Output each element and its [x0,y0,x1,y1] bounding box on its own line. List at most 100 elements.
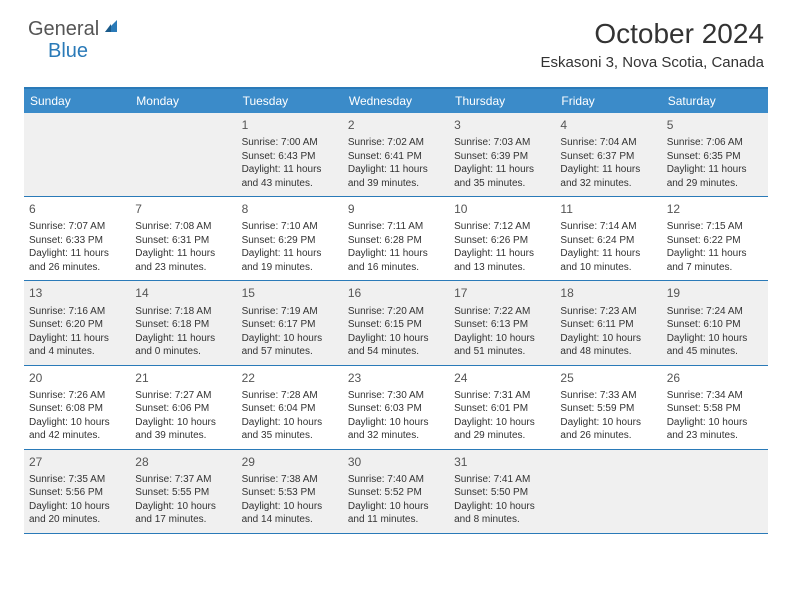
sunset-text: Sunset: 6:06 PM [135,402,231,416]
daylight-text: Daylight: 11 hours and 43 minutes. [242,163,338,190]
day-cell: 10Sunrise: 7:12 AMSunset: 6:26 PMDayligh… [449,197,555,280]
sunset-text: Sunset: 6:33 PM [29,234,125,248]
sunset-text: Sunset: 6:26 PM [454,234,550,248]
sunrise-text: Sunrise: 7:34 AM [667,389,763,403]
sunrise-text: Sunrise: 7:04 AM [560,136,656,150]
day-number: 21 [135,370,231,386]
weekday-header-row: Sunday Monday Tuesday Wednesday Thursday… [24,89,768,113]
sunset-text: Sunset: 5:59 PM [560,402,656,416]
day-number: 30 [348,454,444,470]
daylight-text: Daylight: 11 hours and 10 minutes. [560,247,656,274]
day-cell [555,450,661,533]
day-cell: 29Sunrise: 7:38 AMSunset: 5:53 PMDayligh… [237,450,343,533]
sunrise-text: Sunrise: 7:18 AM [135,305,231,319]
day-cell: 16Sunrise: 7:20 AMSunset: 6:15 PMDayligh… [343,281,449,364]
day-number: 26 [667,370,763,386]
daylight-text: Daylight: 10 hours and 29 minutes. [454,416,550,443]
weekday-header: Sunday [24,89,130,113]
daylight-text: Daylight: 10 hours and 54 minutes. [348,332,444,359]
day-number: 19 [667,285,763,301]
day-number: 24 [454,370,550,386]
sunrise-text: Sunrise: 7:03 AM [454,136,550,150]
daylight-text: Daylight: 11 hours and 4 minutes. [29,332,125,359]
sunset-text: Sunset: 6:28 PM [348,234,444,248]
week-row: 6Sunrise: 7:07 AMSunset: 6:33 PMDaylight… [24,197,768,281]
day-number: 12 [667,201,763,217]
sunset-text: Sunset: 6:41 PM [348,150,444,164]
day-cell: 24Sunrise: 7:31 AMSunset: 6:01 PMDayligh… [449,366,555,449]
sunset-text: Sunset: 6:39 PM [454,150,550,164]
sunrise-text: Sunrise: 7:23 AM [560,305,656,319]
sunset-text: Sunset: 5:50 PM [454,486,550,500]
day-cell: 7Sunrise: 7:08 AMSunset: 6:31 PMDaylight… [130,197,236,280]
day-cell: 17Sunrise: 7:22 AMSunset: 6:13 PMDayligh… [449,281,555,364]
daylight-text: Daylight: 10 hours and 35 minutes. [242,416,338,443]
weeks-container: 1Sunrise: 7:00 AMSunset: 6:43 PMDaylight… [24,113,768,534]
weekday-header: Tuesday [237,89,343,113]
sunrise-text: Sunrise: 7:28 AM [242,389,338,403]
day-cell: 18Sunrise: 7:23 AMSunset: 6:11 PMDayligh… [555,281,661,364]
sunrise-text: Sunrise: 7:19 AM [242,305,338,319]
day-cell [24,113,130,196]
sunset-text: Sunset: 5:55 PM [135,486,231,500]
day-cell: 13Sunrise: 7:16 AMSunset: 6:20 PMDayligh… [24,281,130,364]
sunset-text: Sunset: 6:37 PM [560,150,656,164]
day-cell: 1Sunrise: 7:00 AMSunset: 6:43 PMDaylight… [237,113,343,196]
sunrise-text: Sunrise: 7:35 AM [29,473,125,487]
day-cell: 23Sunrise: 7:30 AMSunset: 6:03 PMDayligh… [343,366,449,449]
sunrise-text: Sunrise: 7:37 AM [135,473,231,487]
day-cell: 11Sunrise: 7:14 AMSunset: 6:24 PMDayligh… [555,197,661,280]
day-cell: 26Sunrise: 7:34 AMSunset: 5:58 PMDayligh… [662,366,768,449]
day-number: 31 [454,454,550,470]
daylight-text: Daylight: 10 hours and 32 minutes. [348,416,444,443]
day-number: 4 [560,117,656,133]
daylight-text: Daylight: 11 hours and 16 minutes. [348,247,444,274]
day-number: 22 [242,370,338,386]
daylight-text: Daylight: 11 hours and 26 minutes. [29,247,125,274]
daylight-text: Daylight: 10 hours and 51 minutes. [454,332,550,359]
daylight-text: Daylight: 11 hours and 35 minutes. [454,163,550,190]
day-number: 13 [29,285,125,301]
day-cell: 15Sunrise: 7:19 AMSunset: 6:17 PMDayligh… [237,281,343,364]
title-block: October 2024 Eskasoni 3, Nova Scotia, Ca… [541,18,764,71]
sunrise-text: Sunrise: 7:02 AM [348,136,444,150]
daylight-text: Daylight: 11 hours and 19 minutes. [242,247,338,274]
daylight-text: Daylight: 10 hours and 14 minutes. [242,500,338,527]
sunset-text: Sunset: 6:35 PM [667,150,763,164]
daylight-text: Daylight: 10 hours and 39 minutes. [135,416,231,443]
day-cell: 30Sunrise: 7:40 AMSunset: 5:52 PMDayligh… [343,450,449,533]
weekday-header: Friday [555,89,661,113]
daylight-text: Daylight: 10 hours and 17 minutes. [135,500,231,527]
weekday-header: Saturday [662,89,768,113]
day-number: 18 [560,285,656,301]
day-number: 5 [667,117,763,133]
daylight-text: Daylight: 11 hours and 39 minutes. [348,163,444,190]
daylight-text: Daylight: 10 hours and 45 minutes. [667,332,763,359]
sunset-text: Sunset: 6:01 PM [454,402,550,416]
sunrise-text: Sunrise: 7:41 AM [454,473,550,487]
sunset-text: Sunset: 6:18 PM [135,318,231,332]
sunrise-text: Sunrise: 7:24 AM [667,305,763,319]
day-number: 17 [454,285,550,301]
day-cell: 25Sunrise: 7:33 AMSunset: 5:59 PMDayligh… [555,366,661,449]
day-number: 16 [348,285,444,301]
month-title: October 2024 [541,18,764,50]
daylight-text: Daylight: 10 hours and 20 minutes. [29,500,125,527]
sunset-text: Sunset: 6:04 PM [242,402,338,416]
day-number: 10 [454,201,550,217]
day-cell: 6Sunrise: 7:07 AMSunset: 6:33 PMDaylight… [24,197,130,280]
sunrise-text: Sunrise: 7:07 AM [29,220,125,234]
day-cell: 21Sunrise: 7:27 AMSunset: 6:06 PMDayligh… [130,366,236,449]
daylight-text: Daylight: 10 hours and 57 minutes. [242,332,338,359]
day-cell: 20Sunrise: 7:26 AMSunset: 6:08 PMDayligh… [24,366,130,449]
daylight-text: Daylight: 10 hours and 8 minutes. [454,500,550,527]
day-number: 2 [348,117,444,133]
sunrise-text: Sunrise: 7:10 AM [242,220,338,234]
sunrise-text: Sunrise: 7:20 AM [348,305,444,319]
daylight-text: Daylight: 11 hours and 7 minutes. [667,247,763,274]
day-number: 23 [348,370,444,386]
sunrise-text: Sunrise: 7:11 AM [348,220,444,234]
daylight-text: Daylight: 11 hours and 13 minutes. [454,247,550,274]
day-number: 25 [560,370,656,386]
day-number: 20 [29,370,125,386]
